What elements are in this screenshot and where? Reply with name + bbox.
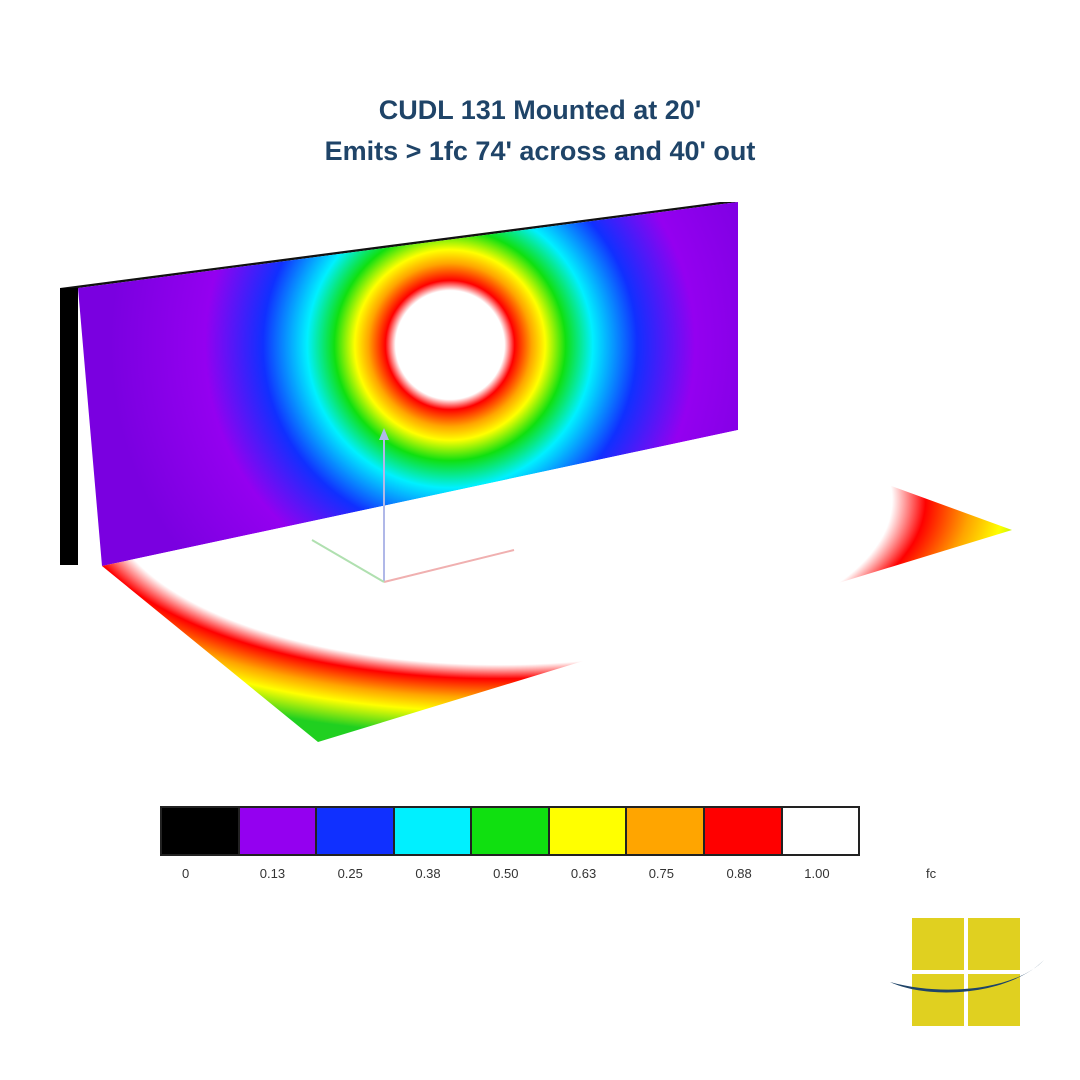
legend-swatch [394,808,473,854]
legend-tick: 0.88 [726,866,752,881]
wall-side-face [60,288,78,565]
legend-tick: 0.50 [493,866,519,881]
legend-swatch [162,808,240,854]
legend-tick: 1.00 [804,866,830,881]
legend-swatch [317,808,395,854]
legend-tick: 0.38 [415,866,441,881]
legend-tick-labels: 0 0.13 0.25 0.38 0.50 0.63 0.75 0.88 1.0… [160,866,860,886]
legend-tick: 0.25 [337,866,363,881]
axis-gizmo [311,428,515,583]
chart-title-line-2: Emits > 1fc 74' across and 40' out [324,136,756,166]
color-legend [160,806,860,856]
floor-plane [102,430,1012,742]
logo-square [968,974,1020,1026]
logo-square [968,918,1020,970]
legend-swatch [782,808,859,854]
logo-square [912,974,964,1026]
legend-swatch [239,808,318,854]
illuminance-render [60,202,1012,742]
legend-unit: fc [926,866,937,881]
wall-face [78,202,738,566]
legend-tick: 0 [182,866,190,881]
legend-swatch [549,808,628,854]
legend-swatch [627,808,705,854]
legend-tick: 0.63 [570,866,597,881]
legend-tick: 0.13 [259,866,286,881]
legend-swatch [704,808,783,854]
wall-top-face [60,202,738,288]
chart-title-line-1: CUDL 131 Mounted at 20' [378,95,702,125]
legend-tick: 0.75 [648,866,674,881]
company-logo-icon [890,918,1044,1026]
logo-square [912,918,964,970]
legend-swatch [472,808,550,854]
